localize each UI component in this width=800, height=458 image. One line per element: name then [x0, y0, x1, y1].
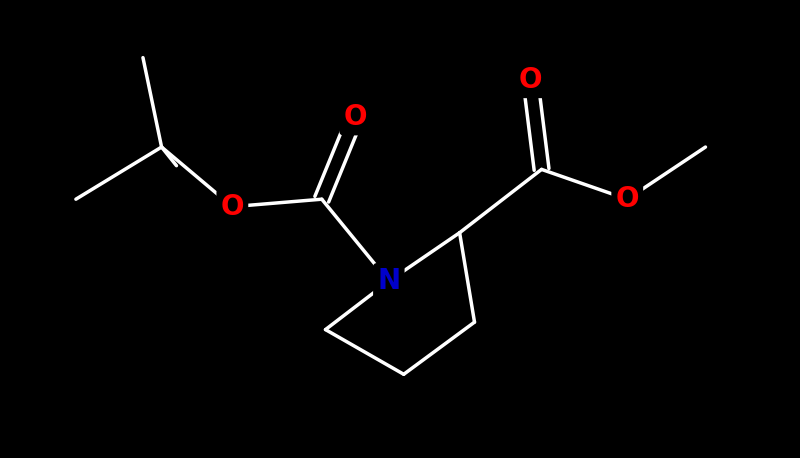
Text: O: O	[343, 103, 367, 131]
Text: O: O	[615, 185, 639, 213]
Text: N: N	[378, 267, 400, 295]
Text: O: O	[518, 66, 542, 94]
Text: O: O	[221, 193, 244, 221]
